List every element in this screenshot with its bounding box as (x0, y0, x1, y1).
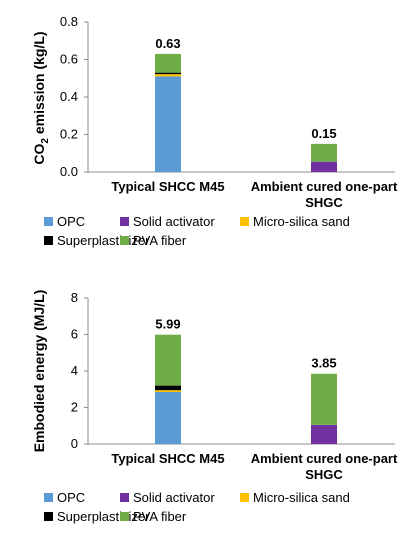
y-tick-label: 0.8 (60, 14, 78, 29)
y-tick-label: 0 (71, 436, 78, 451)
bar-segment-superplasticizer (155, 385, 181, 391)
legend-label-pva-fiber: PVA fiber (133, 233, 187, 248)
legend-label-opc: OPC (57, 490, 85, 505)
legend-swatch-superplasticizer (44, 512, 53, 521)
bar-segment-opc (155, 76, 181, 172)
y-axis-label-subscript: 2 (40, 138, 51, 144)
category-label: SHGC (305, 195, 343, 210)
legend-label-solid-activator: Solid activator (133, 214, 215, 229)
bar-segment-micro-silica-sand (155, 74, 181, 77)
bar-segment-micro-silica-sand (155, 390, 181, 392)
bar-segment-pva-fiber (155, 53, 181, 73)
legend-swatch-solid-activator (120, 217, 129, 226)
bar-segment-superplasticizer (155, 72, 181, 75)
embodied-energy-chart: 0 2 4 6 8 Embodied energy (MJ/L) Typical SHCC … (31, 290, 398, 524)
category-label: Typical SHCC M45 (111, 451, 224, 466)
bar-segment-pva-fiber (311, 373, 337, 425)
y-tick-label: 0.6 (60, 52, 78, 67)
total-data-label: 5.99 (155, 317, 180, 332)
y-axis-label-rest: emission (kg/L) (31, 31, 47, 138)
y-tick-label: 0.2 (60, 127, 78, 142)
bar-segment-opc (155, 391, 181, 444)
legend-label-opc: OPC (57, 214, 85, 229)
legend-swatch-pva-fiber (120, 236, 129, 245)
category-label: Ambient cured one-part (251, 451, 398, 466)
legend-swatch-superplasticizer (44, 236, 53, 245)
y-tick-label: 6 (71, 327, 78, 342)
total-data-label: 3.85 (311, 356, 336, 371)
total-data-label: 0.15 (311, 126, 336, 141)
bar-segment-solid-activator (311, 161, 337, 172)
legend-swatch-opc (44, 217, 53, 226)
bar-segment-pva-fiber (311, 143, 337, 162)
legend-label-micro-silica-sand: Micro-silica sand (253, 214, 350, 229)
y-axis-label: Embodied energy (MJ/L) (31, 290, 47, 453)
y-tick-label: 2 (71, 400, 78, 415)
y-tick-label: 4 (71, 363, 78, 378)
category-label: SHGC (305, 467, 343, 482)
bar-segment-pva-fiber (155, 334, 181, 386)
legend-label-pva-fiber: PVA fiber (133, 509, 187, 524)
co2-emission-chart: 0.0 0.2 0.4 0.6 0.8 CO2 emission (kg/L) Typica… (31, 14, 398, 248)
y-axis-label: CO2 emission (kg/L) (31, 31, 51, 164)
legend-swatch-opc (44, 493, 53, 502)
bar-segment-solid-activator (311, 424, 337, 444)
legend-swatch-micro-silica-sand (240, 493, 249, 502)
legend-swatch-pva-fiber (120, 512, 129, 521)
total-data-label: 0.63 (155, 36, 180, 51)
legend-swatch-micro-silica-sand (240, 217, 249, 226)
y-tick-label: 0.0 (60, 164, 78, 179)
y-tick-label: 0.4 (60, 89, 78, 104)
legend-label-solid-activator: Solid activator (133, 490, 215, 505)
legend-swatch-solid-activator (120, 493, 129, 502)
category-label: Ambient cured one-part (251, 179, 398, 194)
y-tick-label: 8 (71, 290, 78, 305)
y-axis-label-main: CO (31, 143, 47, 164)
category-label: Typical SHCC M45 (111, 179, 224, 194)
legend-label-micro-silica-sand: Micro-silica sand (253, 490, 350, 505)
